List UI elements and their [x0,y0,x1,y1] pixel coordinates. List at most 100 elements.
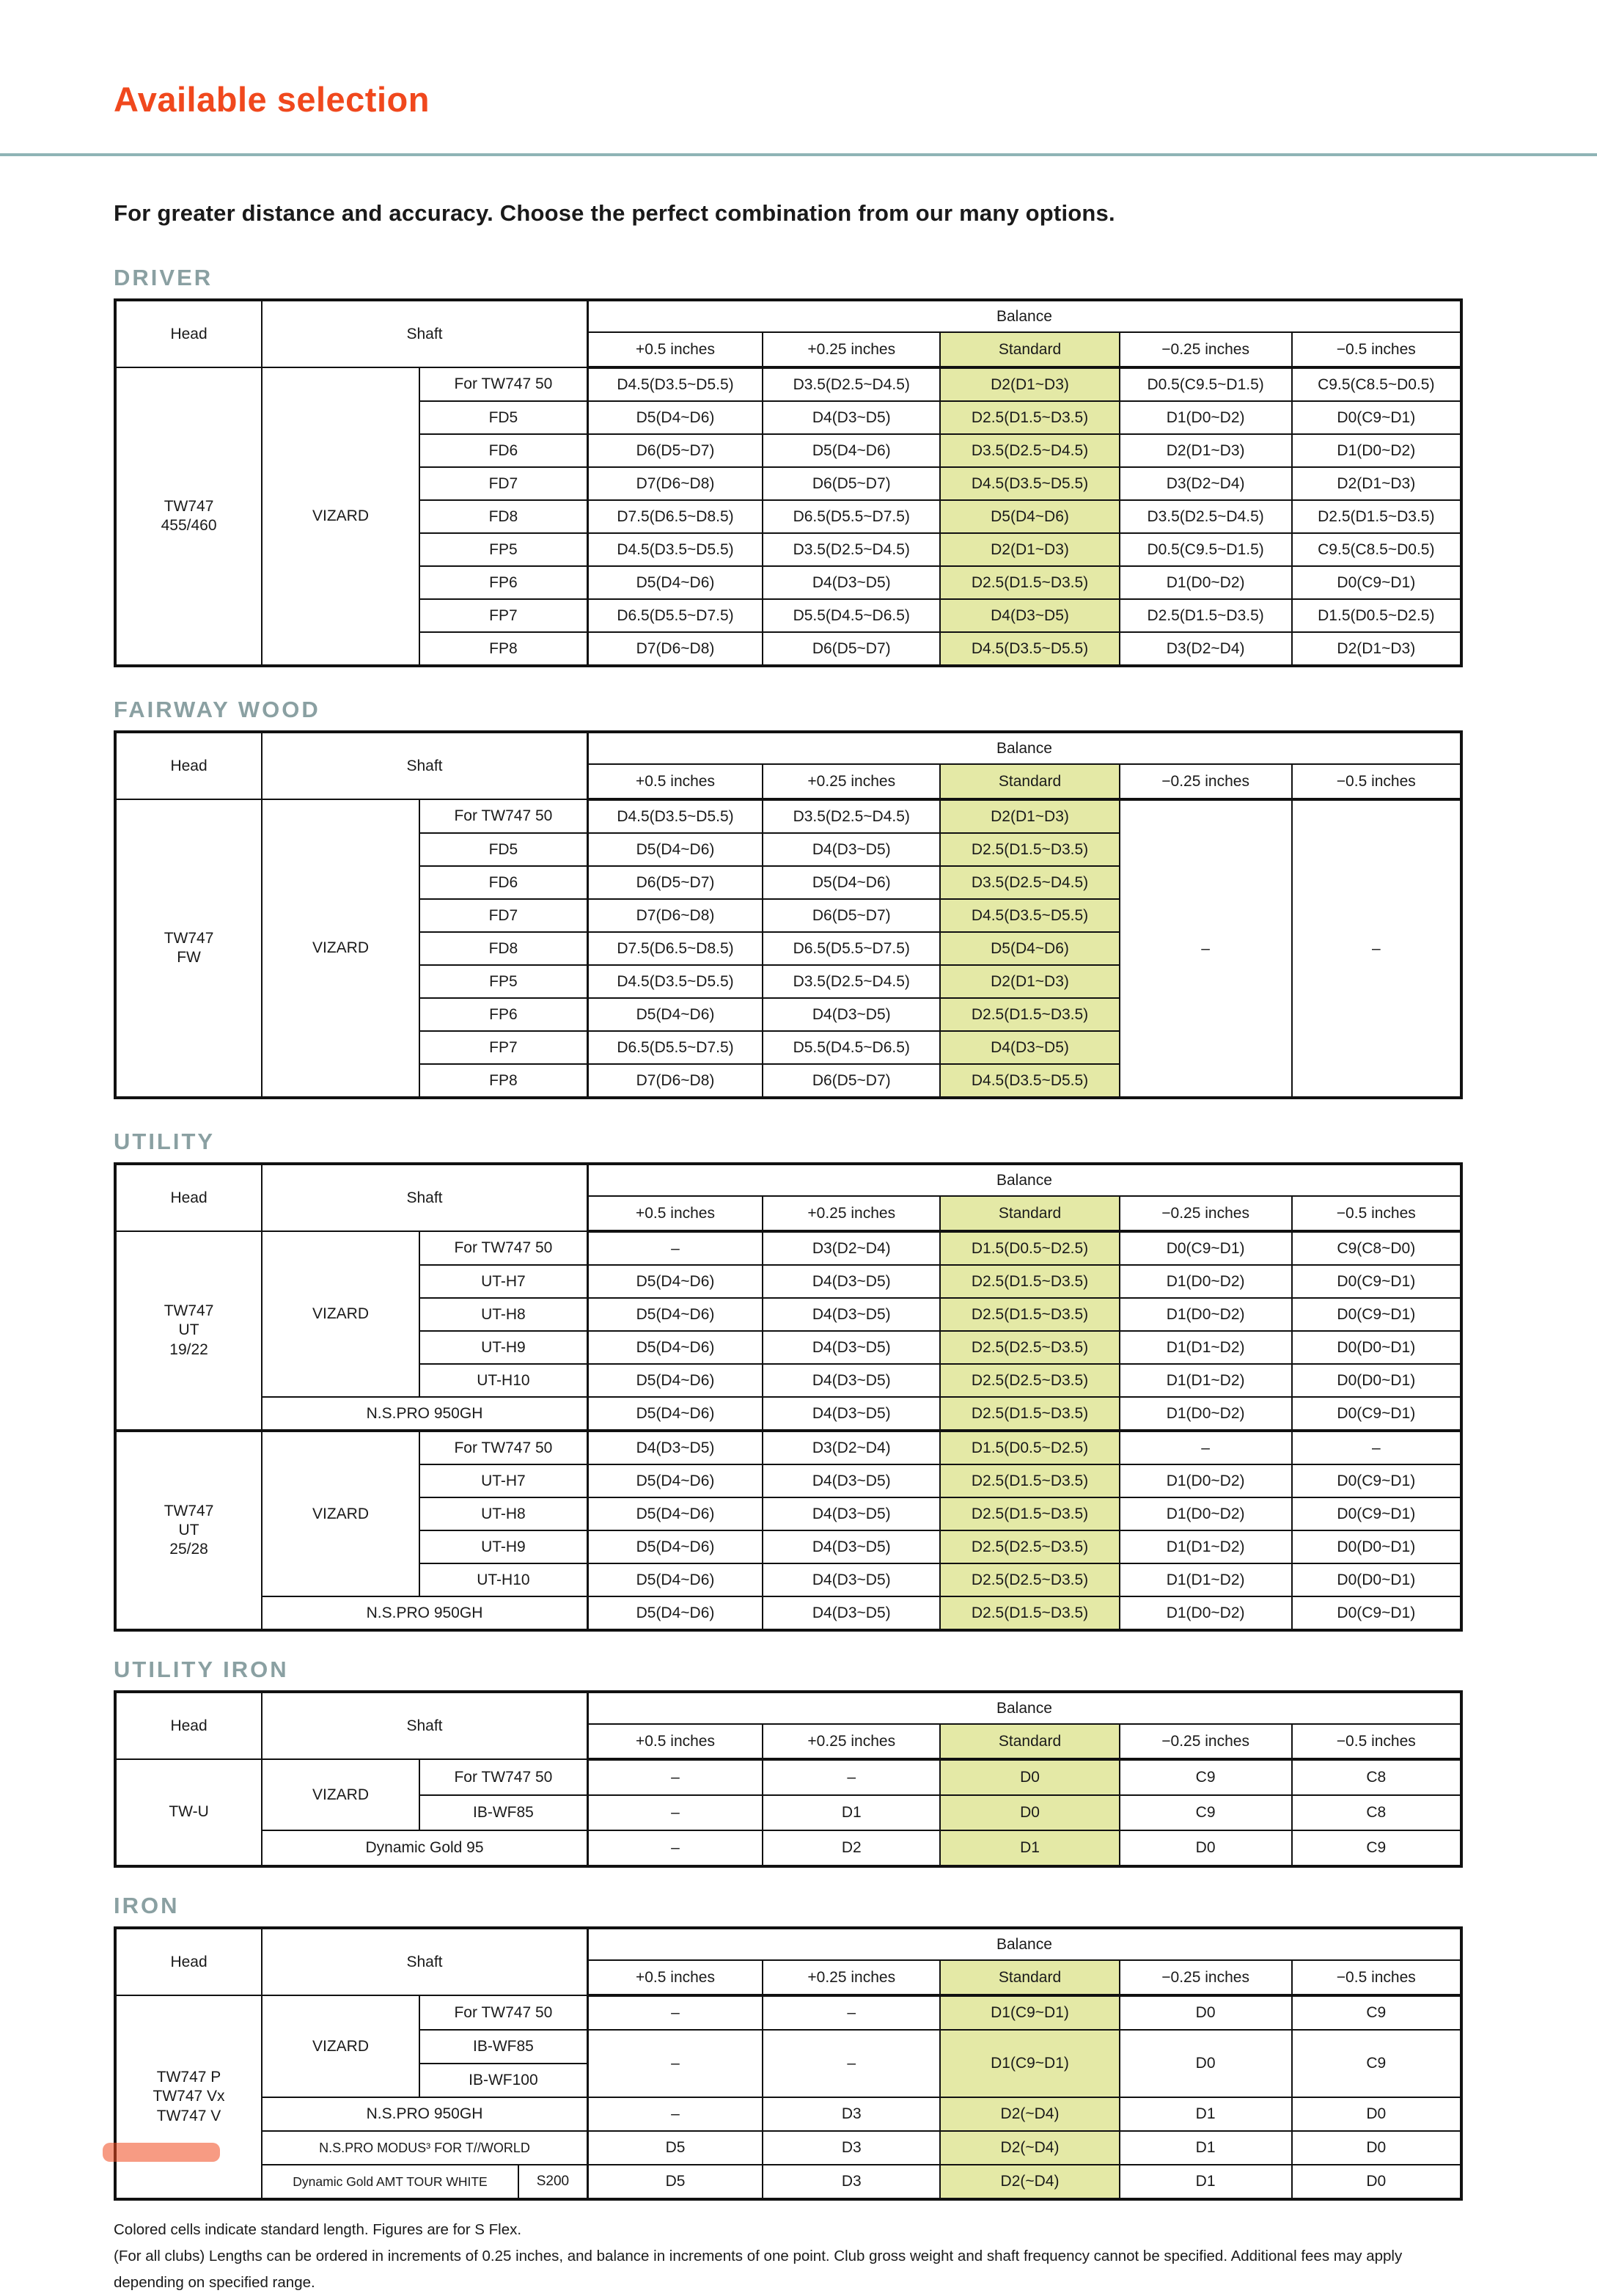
balance-col-header: −0.5 inches [1291,763,1463,801]
table-row: FD6 D6(D5~D7) D5(D4~D6) D3.5(D2.5~D4.5) D2(D… [115,433,1463,468]
standard-value-cell: D2(D1~D3) [939,367,1120,402]
balance-col-header: +0.25 inches [762,763,941,801]
shaft-name-cell: For TW747 50 [418,1230,589,1266]
shaft-name-cell: FD6 [418,433,589,468]
empty-dash-cell: – [587,1995,764,2031]
balance-value-cell: D4(D3~D5) [762,1497,941,1531]
balance-value-cell: D1(D0~D2) [1118,1497,1293,1531]
shaft-column-header: Shaft [261,299,589,368]
balance-col-header: −0.25 inches [1118,331,1293,369]
shaft-name-cell: For TW747 50 [418,1758,589,1796]
header-row: Head Shaft Balance [114,299,1462,368]
empty-dash-cell: – [762,1995,941,2031]
shaft-column-header: Shaft [261,1927,589,1996]
head-column-header: Head [114,1927,263,1996]
table-row: N.S.PRO MODUS³ FOR T//WORLD D5 D3 D2(~D4) D1… [115,2130,1463,2165]
head-cell: TW747 P TW747 Vx TW747 V [114,1995,263,2200]
balance-value-cell: D4(D3~D5) [762,1297,941,1332]
balance-value-cell: D5(D4~D6) [587,1363,764,1398]
standard-value-cell: D2.5(D2.5~D3.5) [939,1363,1120,1398]
shaft-column-header: Shaft [261,1163,589,1232]
balance-value-cell: D4(D3~D5) [762,1363,941,1398]
standard-value-cell: D3.5(D2.5~D4.5) [939,433,1120,468]
balance-value-cell: C9 [1118,1758,1293,1796]
balance-value-cell: D5(D4~D6) [587,1563,764,1597]
empty-dash-cell: – [587,1758,764,1796]
shaft-name-cell: UT-H9 [418,1530,589,1564]
standard-value-cell: D2.5(D1.5~D3.5) [939,832,1120,867]
shaft-name-cell: FP5 [418,964,589,999]
table-row: UT-H9 D5(D4~D6) D4(D3~D5) D2.5(D2.5~D3.5) D1… [115,1530,1463,1564]
balance-value-cell: C8 [1291,1794,1463,1831]
empty-dash-cell: – [587,1830,764,1867]
balance-value-cell: D0(C9~D1) [1291,400,1463,435]
balance-col-header: +0.5 inches [587,1959,764,1997]
standard-value-cell: D4(D3~D5) [939,1030,1120,1065]
shaft-group-cell: VIZARD [261,367,420,667]
balance-value-cell: D3.5(D2.5~D4.5) [762,367,941,402]
standard-value-cell: D2.5(D1.5~D3.5) [939,1396,1120,1431]
shaft-name-cell: UT-H10 [418,1363,589,1398]
shaft-group-cell: VIZARD [261,1230,420,1398]
balance-col-header: +0.5 inches [587,1723,764,1761]
section-title-iron: IRON [114,1893,180,1918]
shaft-name-label: Dynamic Gold AMT TOUR WHITE [263,2166,519,2198]
balance-col-header: Standard [939,763,1120,801]
table-row: UT-H8 D5(D4~D6) D4(D3~D5) D2.5(D1.5~D3.5) D1… [115,1297,1463,1332]
divider-rule [0,153,1597,156]
shaft-name-cell: FD8 [418,499,589,534]
balance-col-header: +0.5 inches [587,763,764,801]
balance-col-header: +0.25 inches [762,331,941,369]
head-cell: TW747 UT 25/28 [114,1429,263,1631]
balance-value-cell: D4(D3~D5) [587,1429,764,1465]
balance-value-cell: D6(D5~D7) [762,631,941,667]
head-cell: TW-U [114,1758,263,1867]
section-title-utility: UTILITY [114,1129,216,1154]
standard-value-cell: D4.5(D3.5~D5.5) [939,1063,1120,1099]
shaft-name-cell: FP5 [418,532,589,567]
balance-header: Balance [587,299,1462,333]
section-iron: IRON Head Shaft Balance +0.5 inches +0.25 in… [114,1893,1499,2201]
table-row: IB-WF85– D1 D0 C9 C8 [115,1794,1463,1831]
page-title: Available selection [114,80,430,119]
standard-value-cell: D4.5(D3.5~D5.5) [939,631,1120,667]
balance-value-cell: D0(D0~D1) [1291,1363,1463,1398]
table-row: FP6 D5(D4~D6) D4(D3~D5) D2.5(D1.5~D3.5) D1(D… [115,565,1463,600]
balance-value-cell: D7.5(D6.5~D8.5) [587,499,764,534]
balance-value-cell: D0(D0~D1) [1291,1563,1463,1597]
head-column-header: Head [114,1163,263,1232]
balance-value-cell: D4(D3~D5) [762,400,941,435]
balance-col-header: Standard [939,1959,1120,1997]
balance-value-cell: D0(C9~D1) [1291,1497,1463,1531]
table-row: UT-H7 D5(D4~D6) D4(D3~D5) D2.5(D1.5~D3.5) D1… [115,1264,1463,1299]
balance-value-cell: D0(D0~D1) [1291,1530,1463,1564]
standard-value-cell: D2.5(D1.5~D3.5) [939,997,1120,1032]
spec-table-utility: Head Shaft Balance +0.5 inches +0.25 inches S… [114,1162,1463,1632]
balance-header: Balance [587,1691,1462,1725]
table-row: N.S.PRO 950GH – D3 D2(~D4) D1 D0 [115,2097,1463,2132]
balance-value-cell: D5(D4~D6) [587,1330,764,1365]
spec-table-driver: Head Shaft Balance +0.5 inches +0.25 inches S… [114,298,1463,667]
balance-value-cell: D7(D6~D8) [587,1063,764,1099]
shaft-name-cell: IB-WF100 [418,2063,589,2098]
balance-value-cell: D4(D3~D5) [762,1530,941,1564]
balance-value-cell: C9 [1291,2029,1463,2098]
balance-value-cell: D5(D4~D6) [762,433,941,468]
standard-value-cell: D2(~D4) [939,2130,1120,2165]
balance-value-cell: D0 [1118,1995,1293,2031]
balance-value-cell: C9 [1291,1830,1463,1867]
balance-value-cell: D3.5(D2.5~D4.5) [1118,499,1293,534]
section-utility-iron: UTILITY IRON Head Shaft Balance +0.5 inches… [114,1657,1499,1868]
shaft-name-cell: FD8 [418,931,589,966]
table-row: FP5 D4.5(D3.5~D5.5) D3.5(D2.5~D4.5) D2(D1~D… [115,532,1463,567]
standard-value-cell: D2.5(D1.5~D3.5) [939,1464,1120,1498]
shaft-group-cell: VIZARD [261,1429,420,1597]
shaft-name-cell: For TW747 50 [418,367,589,402]
balance-col-header: +0.25 inches [762,1723,941,1761]
standard-value-cell: D2.5(D1.5~D3.5) [939,1264,1120,1299]
standard-value-cell: D2.5(D2.5~D3.5) [939,1330,1120,1365]
balance-value-cell: D1 [1118,2097,1293,2132]
table-row: UT-H10 D5(D4~D6) D4(D3~D5) D2.5(D2.5~D3.5) D… [115,1363,1463,1398]
balance-value-cell: D5 [587,2164,764,2200]
balance-value-cell: C9 [1291,1995,1463,2031]
